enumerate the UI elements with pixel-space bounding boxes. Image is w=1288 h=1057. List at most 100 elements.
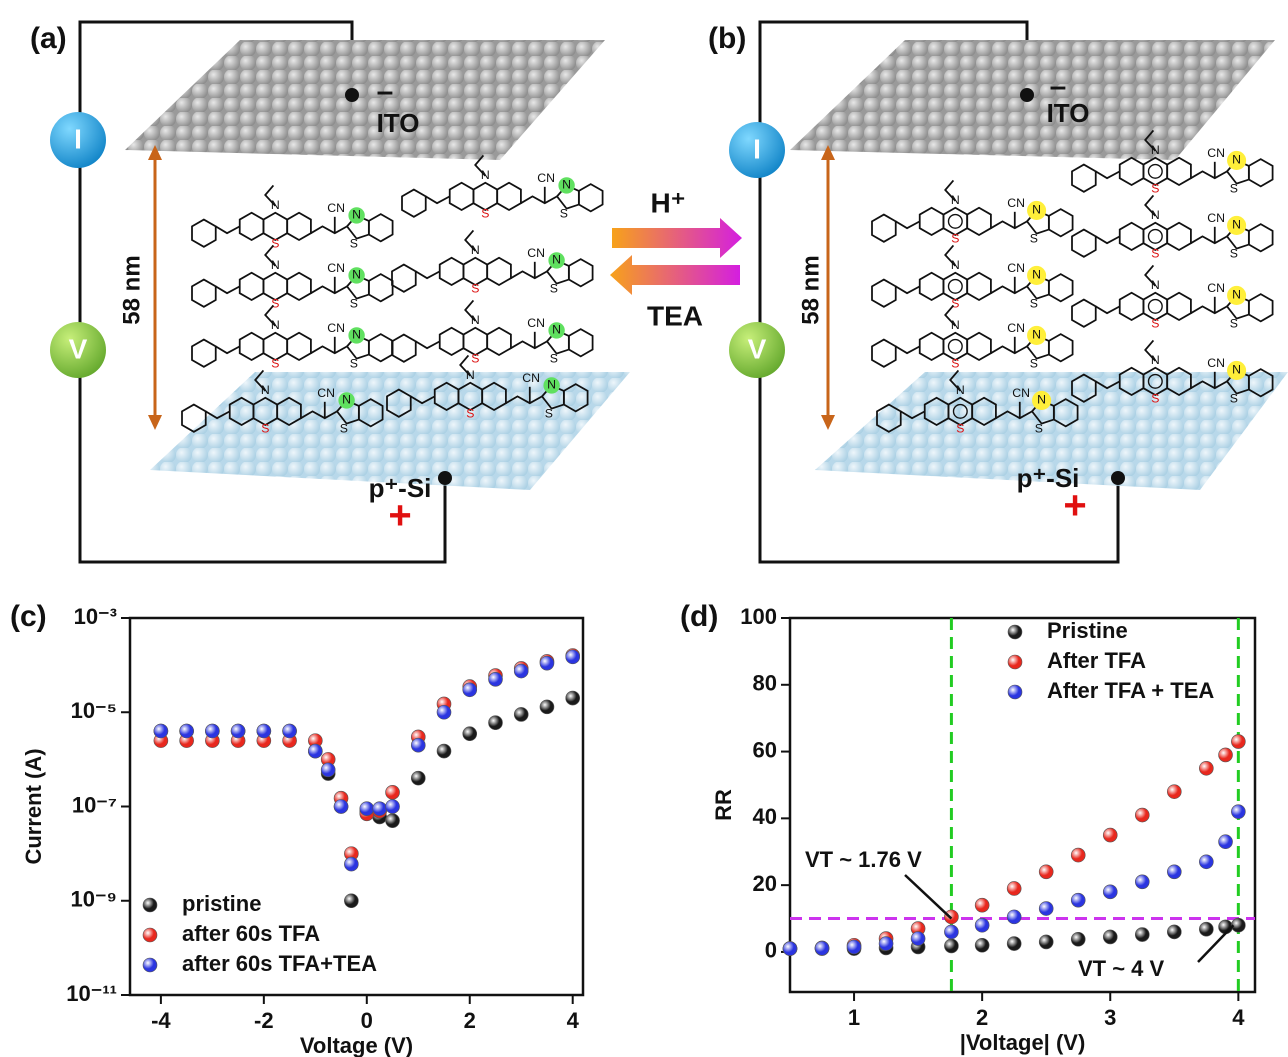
data-point [205,724,219,738]
y-tick-label: 60 [753,737,777,762]
data-point [514,707,528,721]
data-point [1007,881,1021,895]
data-point [879,937,893,951]
y-tick-label: 20 [753,871,777,896]
sign: + [388,494,411,538]
data-point [975,898,989,912]
data-point [1231,918,1245,932]
data-point [1007,910,1021,924]
data-point [373,802,387,816]
panel-b: (b) I V – ITO p⁺-Si + 58 nm [708,22,1288,562]
data-point [1219,835,1233,849]
annotation-arrow [905,875,951,919]
data-point [1103,885,1117,899]
data-point [1071,932,1085,946]
data-point [411,738,425,752]
panel-label: (d) [680,600,718,633]
legend-label: After TFA [1047,648,1146,673]
data-point [344,857,358,871]
y-tick-label: 10⁻¹¹ [66,981,117,1006]
thickness-label: 58 nm [118,255,145,324]
x-tick-label: 4 [1232,1005,1245,1030]
data-point [1231,735,1245,749]
data-point [975,938,989,952]
data-point [1219,748,1233,762]
legend-label: Pristine [1047,618,1128,643]
y-axis-title: Current (A) [21,748,46,864]
annotation: VT ~ 4 V [1078,956,1165,981]
data-point [815,941,829,955]
meter-label: V [69,333,88,364]
legend-label: After TFA + TEA [1047,678,1214,703]
data-point [1135,875,1149,889]
data-point [437,705,451,719]
data-point [308,744,322,758]
data-point [1039,935,1053,949]
data-point [386,785,400,799]
y-tick-label: 80 [753,671,777,696]
panel-label: (c) [10,600,47,633]
legend-marker [143,958,157,972]
reaction-arrows: H⁺ TEA [610,187,742,331]
data-point [1199,855,1213,869]
data-point [540,700,554,714]
electrode-label: ITO [377,108,420,138]
data-point [1071,893,1085,907]
data-point [1071,848,1085,862]
x-tick-label: -4 [151,1008,171,1033]
data-point [386,814,400,828]
data-point [911,932,925,946]
data-point [257,724,271,738]
panel-label: (a) [30,22,67,55]
x-tick-label: 3 [1104,1005,1116,1030]
data-point [488,672,502,686]
data-point [1167,925,1181,939]
forward-label: H⁺ [651,187,686,218]
data-point [1167,785,1181,799]
data-point [975,918,989,932]
data-point [566,691,580,705]
meter-label: V [748,333,767,364]
y-tick-label: 10⁻⁵ [71,698,117,723]
x-tick-label: 2 [976,1005,988,1030]
data-point [360,802,374,816]
data-point [1231,805,1245,819]
data-point [463,683,477,697]
x-tick-label: 0 [361,1008,373,1033]
panel-a: (a) I V – ITO p⁺-Si + 58 nm [30,22,630,562]
legend-label: after 60s TFA+TEA [182,951,377,976]
data-point [540,656,554,670]
data-point [1199,761,1213,775]
electrode-label: ITO [1047,98,1090,128]
sign: – [377,75,394,108]
legend-marker [1008,625,1022,639]
figure: N S CN N S N (a) I V – ITO p⁺-Si + 58 nm… [0,0,1288,1057]
x-tick-label: -2 [254,1008,274,1033]
data-point [944,939,958,953]
x-tick-label: 1 [848,1005,860,1030]
data-point [566,650,580,664]
data-point [1007,937,1021,951]
legend-label: pristine [182,891,261,916]
data-point [344,894,358,908]
data-point [783,942,797,956]
legend-marker [1008,655,1022,669]
y-tick-label: 40 [753,804,777,829]
x-axis-title: Voltage (V) [300,1033,413,1057]
legend-marker [1008,685,1022,699]
data-point [1039,902,1053,916]
data-point [514,664,528,678]
legend-marker [143,898,157,912]
meter-label: I [74,123,82,154]
data-point [463,727,477,741]
legend-label: after 60s TFA [182,921,320,946]
sign: + [1063,484,1086,528]
data-point [231,724,245,738]
data-point [1039,865,1053,879]
data-point [180,724,194,738]
data-point [488,716,502,730]
data-point [847,940,861,954]
data-point [437,744,451,758]
backward-label: TEA [647,300,703,331]
